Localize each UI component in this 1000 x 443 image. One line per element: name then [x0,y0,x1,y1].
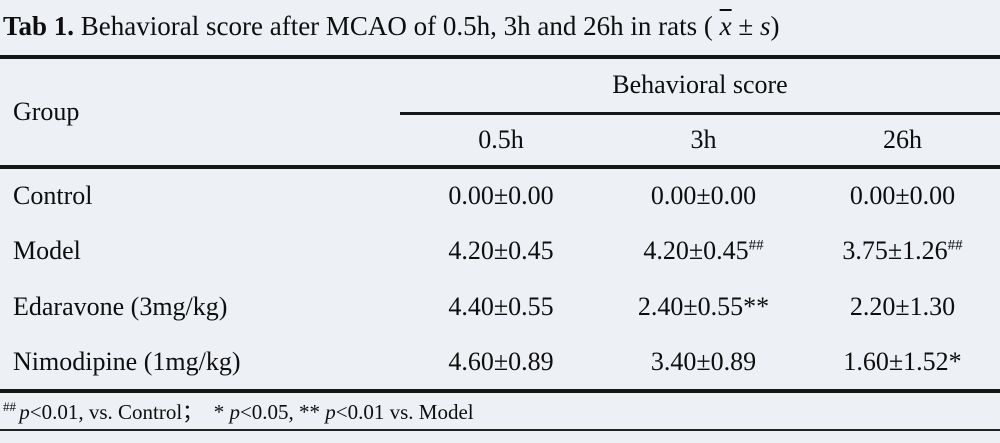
table-row-nimodipine: Nimodipine (1mg/kg) 4.60±0.89 3.40±0.89 … [0,335,1000,391]
column-header-3h: 3h [602,113,805,169]
score-cell: 3.40±0.89 [602,335,805,391]
score-cell: 3.75±1.26## [805,223,1000,279]
group-label: Model [13,236,81,265]
score-value: 3.40±0.89 [650,347,757,376]
footnote-p-italic: p [19,400,30,424]
table-caption: Tab 1. Behavioral score after MCAO of 0.… [0,0,1000,55]
footnote-text: <0.01, vs. Control； [29,400,214,424]
score-cell: 0.00±0.00 [602,167,805,223]
table-row-control: Control 0.00±0.00 0.00±0.00 0.00±0.00 [0,167,1000,223]
s-symbol: s [759,11,771,41]
column-header-0-5h: 0.5h [400,113,602,169]
bottom-divider [0,429,1000,431]
group-label: Edaravone (3mg/kg) [13,292,228,321]
score-value: 1.60±1.52* [843,347,962,376]
score-value: 0.00±0.00 [650,181,757,210]
group-label: Nimodipine (1mg/kg) [13,347,241,376]
caption-close-paren: ) [770,11,780,41]
footnote-text: <0.05, ** [239,400,326,424]
score-value: 2.40±0.55** [637,292,770,321]
score-cell: 1.60±1.52* [805,335,1000,391]
score-cell: 2.20±1.30 [805,279,1000,335]
score-superscript: ## [947,237,963,254]
score-value: 4.60±0.89 [448,347,554,376]
table-row-edaravone: Edaravone (3mg/kg) 4.40±0.55 2.40±0.55**… [0,279,1000,335]
caption-label: Tab 1. [3,11,75,41]
score-value: 4.20±0.45 [448,236,554,265]
xbar-symbol: x [719,11,732,41]
score-value: 4.40±0.55 [448,292,554,321]
column-header-group: Group [0,57,400,169]
footnote-hash-superscript: ## [3,399,20,414]
score-cell: 4.60±0.89 [400,335,602,391]
score-value: 0.00±0.00 [849,181,956,210]
score-value: 3.75±1.26 [842,236,948,265]
score-cell: 4.20±0.45## [602,223,805,279]
group-label: Control [13,181,93,210]
score-value: 2.20±1.30 [849,292,956,321]
plusminus-symbol: ± [731,11,760,41]
score-cell: 0.00±0.00 [400,167,602,223]
table-footnote: ## p<0.01, vs. Control； * p<0.05, ** p<0… [0,393,1000,426]
header-row-span: Group Behavioral score [0,57,1000,169]
column-header-26h: 26h [805,113,1000,169]
score-cell: 2.40±0.55** [602,279,805,335]
score-cell: 4.40±0.55 [400,279,602,335]
header-row-times: 0.5h 3h 26h [0,113,1000,169]
caption-text: Behavioral score after MCAO of 0.5h, 3h … [74,11,720,41]
footnote-text: <0.01 vs. Model [335,400,474,424]
footnote-p-italic: p [325,400,336,424]
footnote-p-italic: p [229,400,240,424]
column-header-behavioral-score: Behavioral score [400,57,1000,115]
score-cell: 0.00±0.00 [805,167,1000,223]
score-value: 0.00±0.00 [448,181,554,210]
score-superscript: ## [748,237,764,254]
behavioral-score-table: Group Behavioral score 0.5h 3h 26h Contr… [0,55,1000,393]
score-value: 4.20±0.45 [643,236,749,265]
score-cell: 4.20±0.45 [400,223,602,279]
footnote-asterisk: * [213,400,230,424]
table-row-model: Model 4.20±0.45 4.20±0.45## 3.75±1.26## [0,223,1000,279]
